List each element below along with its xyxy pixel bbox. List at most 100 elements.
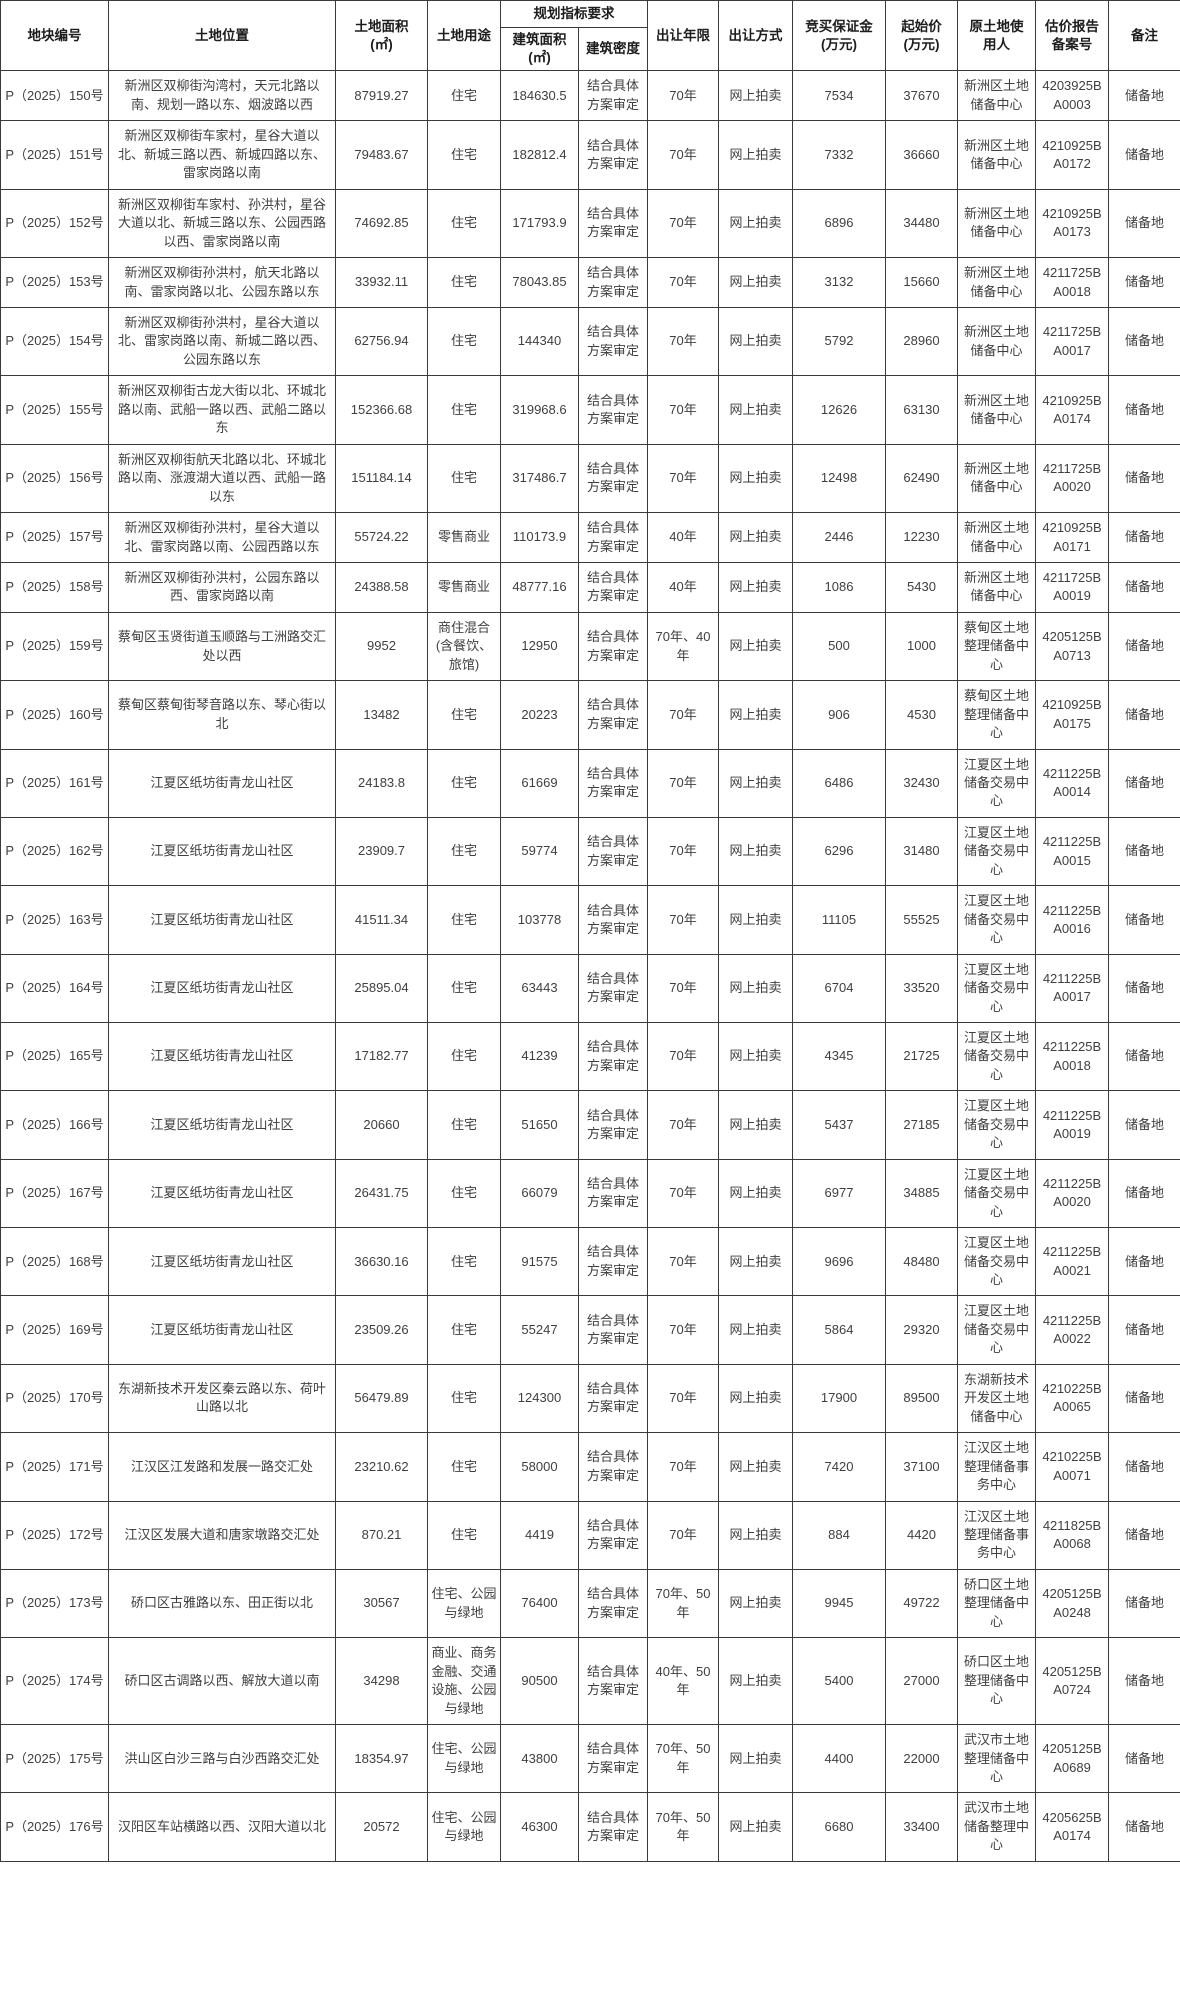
cell-density: 结合具体方案审定: [578, 1158, 648, 1229]
col-header-land-area: 土地面积 (㎡): [335, 0, 428, 72]
cell-build-area: 76400: [500, 1568, 579, 1639]
cell-land-use: 住宅、公园与绿地: [427, 1568, 501, 1639]
cell-density: 结合具体方案审定: [578, 680, 648, 750]
cell-density: 结合具体方案审定: [578, 1363, 648, 1434]
cell-original-user: 江夏区土地储备交易中心: [957, 1295, 1036, 1365]
cell-deposit: 5400: [792, 1637, 886, 1726]
cell-deposit: 5792: [792, 306, 886, 377]
cell-land-area: 25895.04: [335, 953, 428, 1024]
cell-note: 储备地: [1108, 953, 1180, 1024]
cell-original-user: 江夏区土地储备交易中心: [957, 1227, 1036, 1297]
cell-land-area: 79483.67: [335, 120, 428, 190]
cell-location: 江夏区纸坊街青龙山社区: [108, 748, 336, 818]
cell-density: 结合具体方案审定: [578, 1568, 648, 1639]
cell-note: 储备地: [1108, 375, 1180, 445]
cell-build-area: 90500: [500, 1637, 579, 1726]
cell-deposit: 1086: [792, 561, 886, 613]
cell-years: 70年: [647, 188, 719, 259]
cell-deposit: 6486: [792, 748, 886, 818]
cell-note: 储备地: [1108, 1432, 1180, 1502]
cell-method: 网上拍卖: [718, 443, 793, 514]
cell-start-price: 49722: [885, 1568, 958, 1639]
cell-density: 结合具体方案审定: [578, 1432, 648, 1502]
cell-density: 结合具体方案审定: [578, 611, 648, 682]
cell-record-no: 4210225BA0065: [1035, 1363, 1109, 1434]
cell-note: 储备地: [1108, 1637, 1180, 1726]
cell-density: 结合具体方案审定: [578, 1637, 648, 1726]
cell-land-area: 13482: [335, 680, 428, 750]
cell-parcel-id: P（2025）173号: [0, 1568, 109, 1639]
table-row: P（2025）171号 江汉区江发路和发展一路交汇处 23210.62 住宅 58000…: [0, 1432, 1180, 1502]
cell-land-use: 商业、商务金融、交通设施、公园与绿地: [427, 1637, 501, 1726]
cell-deposit: 7534: [792, 70, 886, 122]
col-header-plan-indicator-group: 规划指标要求: [500, 0, 648, 28]
cell-note: 储备地: [1108, 188, 1180, 259]
cell-parcel-id: P（2025）153号: [0, 257, 109, 308]
cell-build-area: 58000: [500, 1432, 579, 1502]
table-row: P（2025）172号 江汉区发展大道和唐家墩路交汇处 870.21 住宅 4419 结合…: [0, 1500, 1180, 1570]
cell-record-no: 4211225BA0014: [1035, 748, 1109, 818]
cell-parcel-id: P（2025）170号: [0, 1363, 109, 1434]
cell-density: 结合具体方案审定: [578, 375, 648, 445]
cell-years: 70年、40年: [647, 611, 719, 682]
cell-location: 江夏区纸坊街青龙山社区: [108, 953, 336, 1024]
cell-density: 结合具体方案审定: [578, 1227, 648, 1297]
cell-location: 新洲区双柳街车家村、孙洪村，星谷大道以北、新城三路以东、公园西路以西、雷家岗路以…: [108, 188, 336, 259]
cell-note: 储备地: [1108, 1295, 1180, 1365]
cell-location: 汉阳区车站横路以西、汉阳大道以北: [108, 1792, 336, 1862]
cell-parcel-id: P（2025）154号: [0, 306, 109, 377]
cell-density: 结合具体方案审定: [578, 953, 648, 1024]
col-header-original-user: 原土地使 用人: [957, 0, 1036, 72]
table-row: P（2025）161号 江夏区纸坊街青龙山社区 24183.8 住宅 61669 结合具体…: [0, 748, 1180, 818]
cell-original-user: 武汉市土地储备整理中心: [957, 1792, 1036, 1862]
cell-parcel-id: P（2025）152号: [0, 188, 109, 259]
cell-original-user: 江夏区土地储备交易中心: [957, 748, 1036, 818]
cell-land-use: 住宅: [427, 188, 501, 259]
cell-start-price: 33520: [885, 953, 958, 1024]
cell-method: 网上拍卖: [718, 70, 793, 122]
cell-start-price: 37670: [885, 70, 958, 122]
cell-land-area: 23210.62: [335, 1432, 428, 1502]
cell-density: 结合具体方案审定: [578, 1090, 648, 1160]
cell-build-area: 51650: [500, 1090, 579, 1160]
table-row: P（2025）159号 蔡甸区玉贤街道玉顺路与工洲路交汇处以西 9952 商住混合(含…: [0, 611, 1180, 682]
cell-start-price: 31480: [885, 816, 958, 887]
cell-start-price: 36660: [885, 120, 958, 190]
cell-note: 储备地: [1108, 816, 1180, 887]
cell-parcel-id: P（2025）159号: [0, 611, 109, 682]
cell-land-area: 41511.34: [335, 885, 428, 955]
cell-method: 网上拍卖: [718, 1724, 793, 1794]
cell-record-no: 4211225BA0019: [1035, 1090, 1109, 1160]
cell-note: 储备地: [1108, 1500, 1180, 1570]
cell-location: 新洲区双柳街孙洪村，公园东路以西、雷家岗路以南: [108, 561, 336, 613]
cell-method: 网上拍卖: [718, 512, 793, 563]
table-row: P（2025）155号 新洲区双柳街古龙大街以北、环城北路以南、武船一路以西、武船…: [0, 375, 1180, 445]
cell-land-area: 33932.11: [335, 257, 428, 308]
col-header-start-price: 起始价 (万元): [885, 0, 958, 72]
cell-build-area: 59774: [500, 816, 579, 887]
cell-land-use: 住宅: [427, 70, 501, 122]
table-row: P（2025）173号 硚口区古雅路以东、田正街以北 30567 住宅、公园与绿地 76…: [0, 1568, 1180, 1639]
cell-record-no: 4211725BA0020: [1035, 443, 1109, 514]
cell-deposit: 12626: [792, 375, 886, 445]
cell-land-area: 23509.26: [335, 1295, 428, 1365]
cell-original-user: 江汉区土地整理储备事务中心: [957, 1500, 1036, 1570]
cell-location: 江夏区纸坊街青龙山社区: [108, 885, 336, 955]
cell-build-area: 78043.85: [500, 257, 579, 308]
cell-build-area: 20223: [500, 680, 579, 750]
cell-note: 储备地: [1108, 1363, 1180, 1434]
cell-parcel-id: P（2025）167号: [0, 1158, 109, 1229]
cell-build-area: 12950: [500, 611, 579, 682]
cell-density: 结合具体方案审定: [578, 120, 648, 190]
cell-density: 结合具体方案审定: [578, 70, 648, 122]
cell-build-area: 55247: [500, 1295, 579, 1365]
table-row: P（2025）175号 洪山区白沙三路与白沙西路交汇处 18354.97 住宅、公园与…: [0, 1724, 1180, 1794]
cell-land-use: 住宅: [427, 885, 501, 955]
cell-deposit: 500: [792, 611, 886, 682]
cell-location: 蔡甸区蔡甸街琴音路以东、琴心街以北: [108, 680, 336, 750]
cell-original-user: 新洲区土地储备中心: [957, 70, 1036, 122]
cell-land-area: 18354.97: [335, 1724, 428, 1794]
cell-note: 储备地: [1108, 611, 1180, 682]
cell-build-area: 61669: [500, 748, 579, 818]
cell-land-use: 住宅: [427, 1295, 501, 1365]
